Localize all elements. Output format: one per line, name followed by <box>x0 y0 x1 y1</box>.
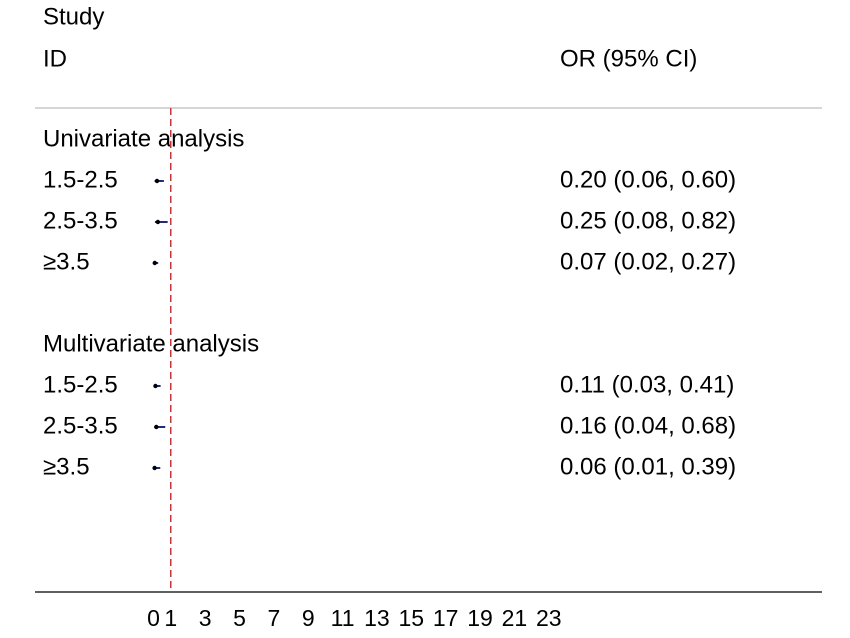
point-estimate <box>154 424 159 430</box>
x-tick-label: 15 <box>399 605 425 631</box>
x-tick-label: 17 <box>433 605 459 631</box>
x-tick-label: 0 <box>147 605 160 631</box>
x-tick-label: 5 <box>233 605 246 631</box>
point-estimate <box>154 178 160 184</box>
point-estimate <box>152 465 157 471</box>
point-estimate <box>152 260 157 266</box>
row-label: ≥3.5 <box>43 453 90 480</box>
x-tick-label: 19 <box>467 605 493 631</box>
value-label: 0.06 (0.01, 0.39) <box>560 453 736 480</box>
value-label: 0.11 (0.03, 0.41) <box>560 371 734 398</box>
group-heading: Univariate analysis <box>43 125 244 152</box>
row-label: 2.5-3.5 <box>43 207 118 234</box>
row-label: 1.5-2.5 <box>43 166 118 193</box>
value-header: OR (95% CI) <box>560 45 697 72</box>
row-label: ≥3.5 <box>43 248 90 275</box>
x-tick-label: 11 <box>331 605 355 631</box>
group-heading: Multivariate analysis <box>43 330 259 357</box>
point-estimate <box>153 383 158 389</box>
x-tick-label: 23 <box>536 605 562 631</box>
point-estimate <box>155 219 161 225</box>
x-tick-label: 3 <box>199 605 212 631</box>
x-tick-label: 1 <box>164 605 177 631</box>
value-label: 0.07 (0.02, 0.27) <box>560 248 736 275</box>
value-label: 0.20 (0.06, 0.60) <box>560 166 736 193</box>
x-tick-label: 13 <box>364 605 390 631</box>
x-tick-label: 9 <box>302 605 315 631</box>
value-label: 0.16 (0.04, 0.68) <box>560 412 736 439</box>
x-tick-label: 7 <box>267 605 280 631</box>
label-header: ID <box>43 45 67 72</box>
x-tick-label: 21 <box>502 605 528 631</box>
row-label: 1.5-2.5 <box>43 371 118 398</box>
row-label: 2.5-3.5 <box>43 412 118 439</box>
value-label: 0.25 (0.08, 0.82) <box>560 207 736 234</box>
label-header: Study <box>43 3 104 30</box>
